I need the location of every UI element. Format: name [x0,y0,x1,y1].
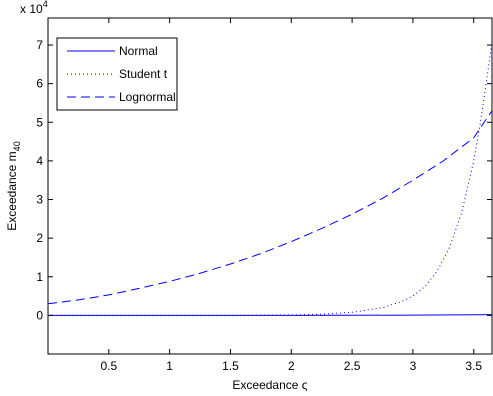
y-tick-label: 7 [36,38,43,52]
legend-label: Normal [119,44,158,58]
y-tick-label: 3 [36,193,43,207]
x-tick-label: 1.5 [222,359,239,373]
series-layer [48,41,492,316]
legend-box [56,37,178,111]
y-exponent-label: x 104 [20,0,48,16]
exponent-prefix: x 10 [20,2,43,16]
y-axis-label-subscript: 40 [12,141,22,151]
y-axis-label-main: Exceedance m [5,151,19,230]
series-line-student-t [48,41,492,316]
y-tick-label: 2 [36,231,43,245]
x-tick-label: 0.5 [100,359,117,373]
x-tick-label: 3.5 [465,359,482,373]
x-tick-label: 2.5 [344,359,361,373]
y-tick-label: 5 [36,115,43,129]
y-tick-label: 1 [36,270,43,284]
legend-label: Lognormal [119,90,176,104]
legend-label: Student t [119,67,168,81]
x-tick-label: 1 [166,359,173,373]
y-tick-label: 0 [36,308,43,322]
legend: Normal Student t Lognormal [56,37,178,111]
exponent-power: 4 [43,0,48,9]
series-line-lognormal [48,110,492,305]
ticks-layer: 0.5 1 1.5 2 2.5 3 3.5 0 1 2 3 4 5 6 7 [36,18,492,373]
series-line-normal [48,314,492,316]
x-tick-label: 2 [288,359,295,373]
y-tick-label: 6 [36,77,43,91]
x-tick-label: 3 [410,359,417,373]
x-axis-label: Exceedance ς [232,378,307,392]
y-axis-label: Exceedance m40 [5,141,22,230]
y-tick-label: 4 [36,154,43,168]
